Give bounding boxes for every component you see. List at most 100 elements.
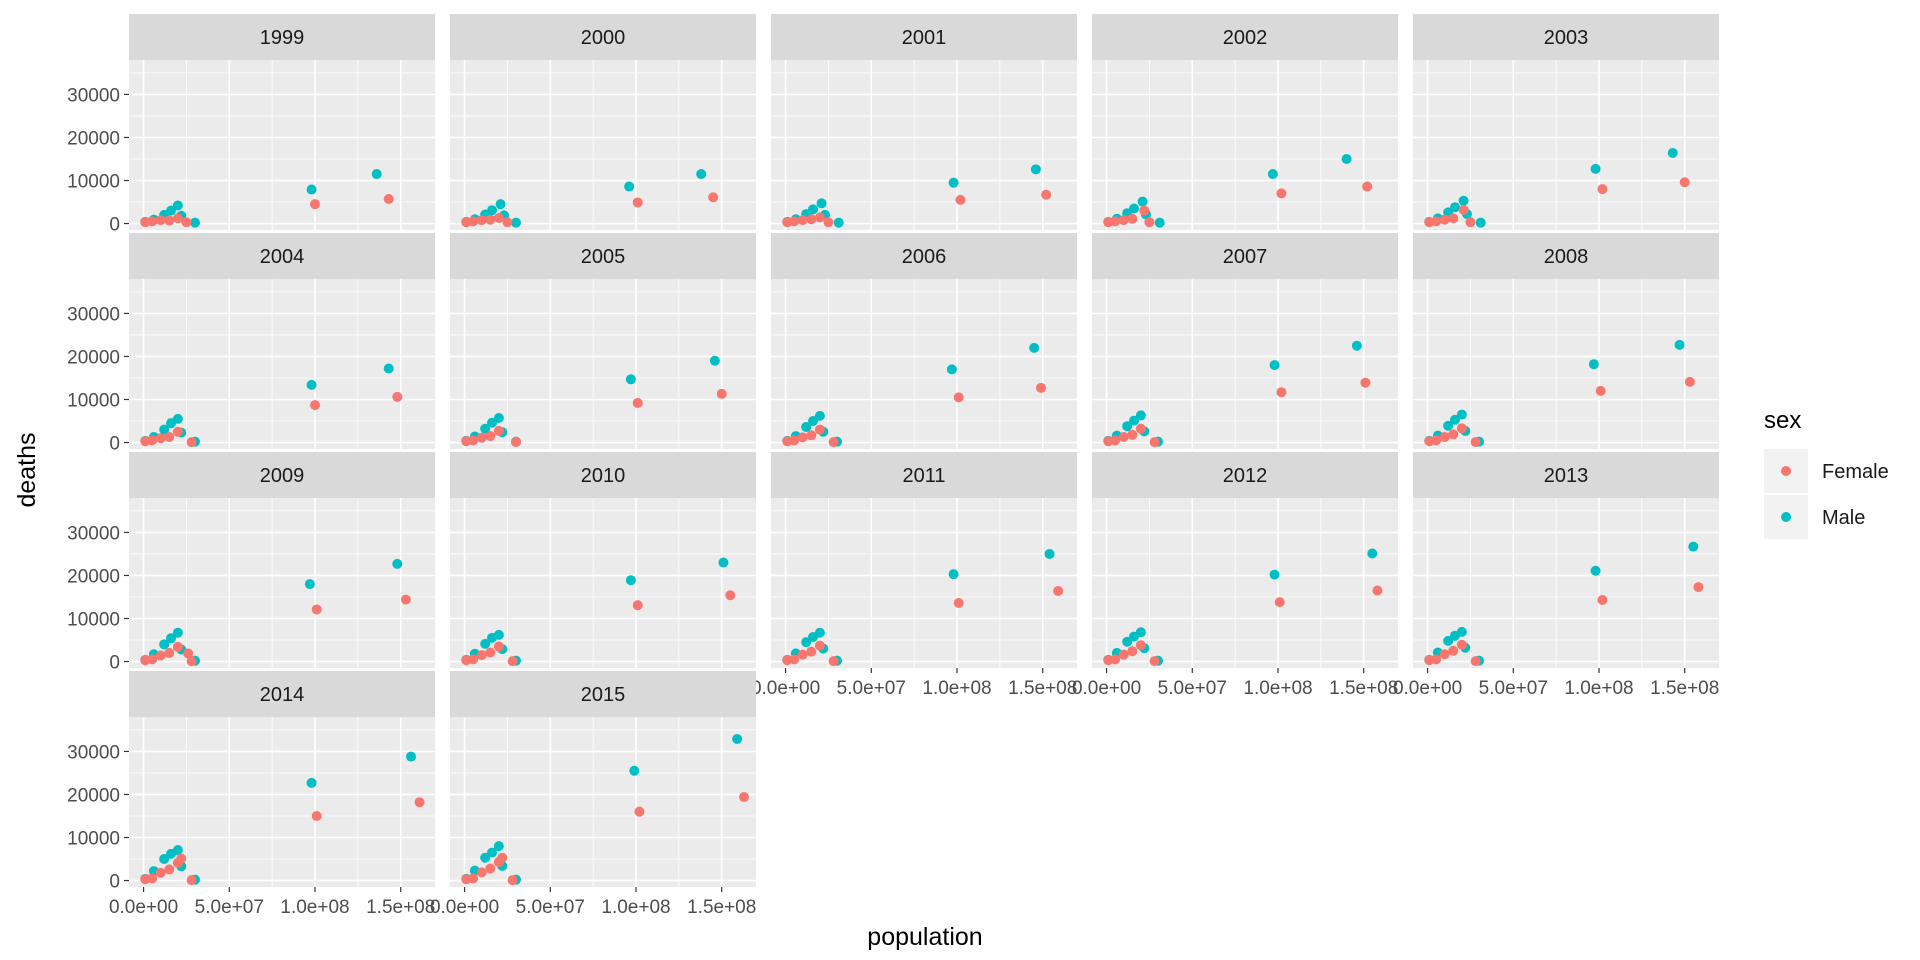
data-point-female [1439, 431, 1450, 442]
data-point-female [502, 217, 513, 228]
data-point-female [1110, 435, 1121, 446]
x-tick-label: 5.0e+07 [1479, 678, 1548, 699]
data-point-male [624, 181, 635, 192]
data-point-male [1044, 548, 1055, 559]
data-point-female [485, 214, 496, 225]
data-point-female [147, 435, 158, 446]
data-point-female [1276, 387, 1287, 398]
data-point-male [480, 852, 491, 863]
x-tick-label: 1.0e+08 [601, 897, 670, 918]
x-tick-label: 1.5e+08 [1650, 678, 1719, 699]
data-point-female [953, 392, 964, 403]
facet-strip [450, 452, 756, 498]
data-point-female [1597, 184, 1608, 195]
facet-strip [771, 233, 1077, 279]
facet-strip [450, 671, 756, 717]
facet-panel-2010: 2010 [450, 452, 756, 668]
data-point-male [166, 633, 176, 644]
x-tick-label: 1.5e+08 [1329, 678, 1398, 699]
data-point-female [1360, 377, 1371, 388]
data-point-female [468, 654, 479, 665]
x-tick-label: 5.0e+07 [1158, 678, 1227, 699]
data-point-female [147, 873, 158, 884]
data-point-female [828, 437, 839, 448]
facet-panel-2008: 2008 [1413, 233, 1719, 449]
facet-panels: 1999 0 10000 20000 30000 2000 2001 2002 2003 2004… [67, 14, 1719, 918]
data-point-female [1110, 654, 1121, 665]
data-point-male [1351, 340, 1362, 351]
data-point-female [1439, 214, 1450, 225]
data-point-female [468, 216, 479, 227]
data-point-female [806, 214, 817, 225]
data-point-male [493, 629, 504, 640]
data-point-female [1431, 654, 1442, 665]
legend-label: Male [1822, 507, 1865, 529]
data-point-female [181, 217, 192, 228]
data-point-female [1470, 656, 1481, 667]
facet-panel-2013: 2013 0.0e+00 5.0e+07 1.0e+08 1.5e+08 [1393, 452, 1719, 699]
data-point-female [1684, 376, 1695, 387]
facet-strip [129, 452, 435, 498]
data-point-male [371, 169, 382, 180]
data-point-male [487, 205, 497, 216]
data-point-male [190, 217, 200, 228]
facet-panel-2012: 2012 0.0e+00 5.0e+07 1.0e+08 1.5e+08 [1072, 452, 1398, 699]
x-tick-label: 5.0e+07 [837, 678, 906, 699]
data-point-female [823, 217, 834, 228]
legend: sex Female Male [1764, 407, 1889, 539]
data-point-male [808, 416, 818, 427]
data-point-male [159, 424, 170, 435]
data-point-male [625, 575, 636, 586]
data-point-male [1590, 565, 1601, 576]
data-point-female [1431, 216, 1442, 227]
x-tick-label: 1.5e+08 [366, 897, 435, 918]
data-point-male [392, 558, 403, 569]
facet-panel-2002: 2002 [1092, 14, 1398, 230]
data-point-male [1269, 360, 1280, 371]
facet-strip-label: 2008 [1544, 246, 1589, 268]
y-tick-label: 20000 [67, 785, 120, 806]
x-tick-label: 0.0e+00 [109, 897, 178, 918]
data-point-female [186, 656, 197, 667]
data-point-female [493, 425, 504, 436]
data-point-female [485, 863, 496, 874]
facet-panel-2001: 2001 [771, 14, 1077, 230]
data-point-female [183, 648, 194, 659]
x-tick-label: 1.0e+08 [1243, 678, 1312, 699]
facet-strip-label: 2009 [260, 465, 305, 487]
data-point-female [806, 430, 817, 441]
facet-strip-label: 2015 [581, 684, 626, 706]
data-point-female [1135, 640, 1146, 651]
data-point-female [1597, 595, 1608, 605]
data-point-female [814, 212, 825, 223]
data-point-female [1127, 429, 1138, 440]
data-point-female [383, 194, 394, 205]
data-point-male [709, 355, 720, 366]
data-point-male [1137, 196, 1148, 207]
data-point-female [164, 431, 175, 442]
data-point-female [1431, 435, 1442, 446]
facet-panel-2004: 2004 0 10000 20000 30000 [67, 233, 435, 455]
data-point-female [164, 647, 175, 658]
y-tick-label: 30000 [67, 523, 120, 544]
data-point-female [476, 215, 487, 226]
data-point-male [383, 363, 394, 374]
data-point-male [1122, 636, 1133, 647]
plot-background [1413, 279, 1719, 449]
data-point-female [155, 433, 166, 444]
x-tick-label: 1.5e+08 [687, 897, 756, 918]
data-point-female [392, 391, 403, 402]
data-point-female [955, 194, 966, 205]
data-point-female [400, 594, 411, 605]
plot-background [129, 498, 435, 668]
data-point-female [1036, 382, 1046, 393]
y-tick-label: 30000 [67, 304, 120, 325]
data-point-male [159, 639, 170, 650]
data-point-female [172, 641, 183, 652]
data-point-male [306, 379, 317, 390]
y-tick-label: 0 [109, 653, 120, 674]
facet-panel-2003: 2003 [1413, 14, 1719, 230]
data-point-female [311, 604, 322, 615]
data-point-male [306, 184, 317, 195]
